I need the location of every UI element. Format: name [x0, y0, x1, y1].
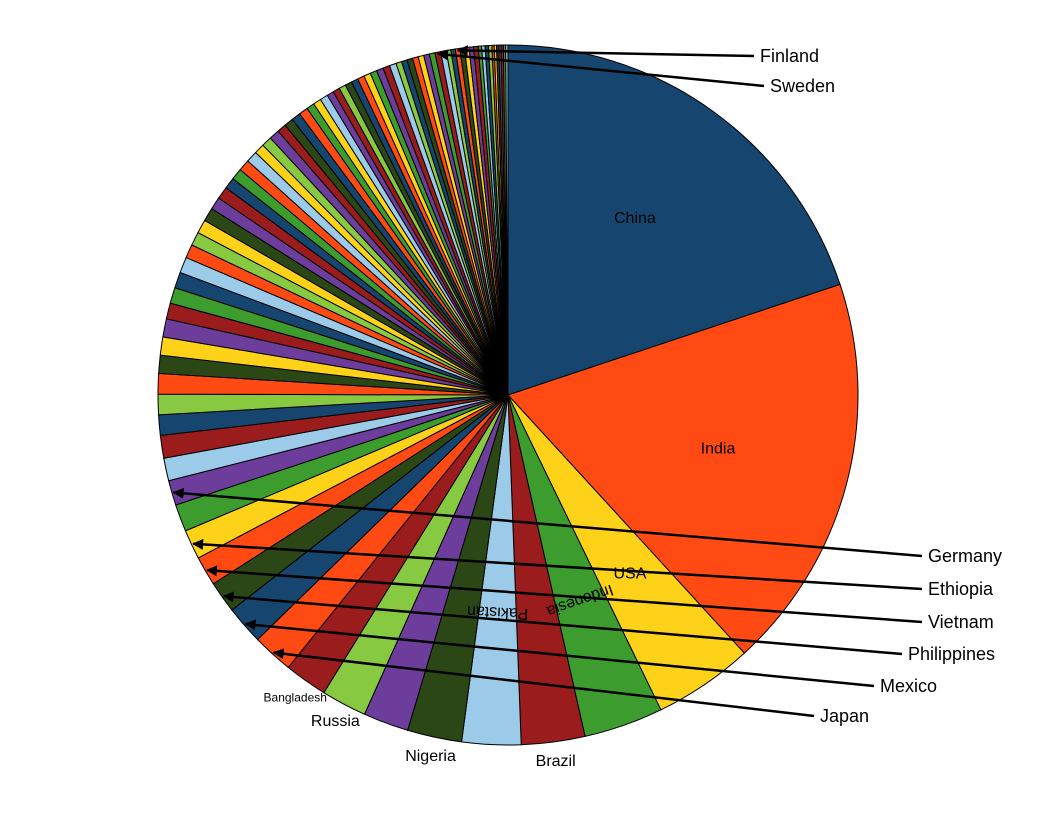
label-germany: Germany	[928, 546, 1002, 566]
label-india: India	[701, 441, 736, 458]
label-vietnam: Vietnam	[928, 612, 994, 632]
label-usa: USA	[613, 566, 646, 583]
label-japan: Japan	[820, 706, 869, 726]
label-russia: Russia	[311, 713, 360, 730]
label-china: China	[614, 210, 656, 227]
label-finland: Finland	[760, 46, 819, 66]
label-mexico: Mexico	[880, 676, 937, 696]
label-brazil: Brazil	[536, 753, 576, 770]
label-sweden: Sweden	[770, 76, 835, 96]
label-nigeria: Nigeria	[405, 748, 456, 765]
label-ethiopia: Ethiopia	[928, 579, 994, 599]
population-pie-chart: ChinaIndiaUSAIndonesiaBrazilPakistanNige…	[0, 0, 1056, 816]
label-philippines: Philippines	[908, 644, 995, 664]
label-bangladesh: Bangladesh	[264, 690, 327, 704]
